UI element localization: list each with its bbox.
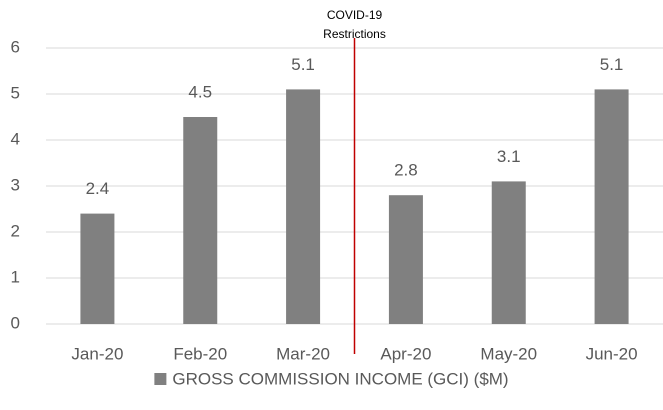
y-tick-label: 1 <box>11 267 20 286</box>
bar <box>491 181 526 324</box>
data-label: 5.1 <box>291 55 315 74</box>
legend-swatch <box>154 373 167 385</box>
bar <box>80 213 115 324</box>
y-tick-label: 3 <box>11 175 20 194</box>
y-tick-label: 4 <box>11 129 20 148</box>
bar <box>594 89 629 325</box>
y-tick-label: 5 <box>11 83 20 102</box>
data-label: 2.4 <box>86 179 110 198</box>
x-tick-label: Jan-20 <box>71 344 123 363</box>
x-tick-label: May-20 <box>480 344 537 363</box>
data-label: 4.5 <box>188 82 212 101</box>
bar <box>388 195 423 324</box>
bar <box>183 117 218 324</box>
x-tick-label: Mar-20 <box>276 344 330 363</box>
data-label: 2.8 <box>394 161 418 180</box>
x-tick-label: Jun-20 <box>586 344 638 363</box>
x-tick-label: Feb-20 <box>173 344 227 363</box>
x-tick-label: Apr-20 <box>380 344 431 363</box>
y-tick-label: 2 <box>11 221 20 240</box>
legend-label: GROSS COMMISSION INCOME (GCI) ($M) <box>172 369 508 388</box>
annotation-text: COVID-19 <box>327 8 383 22</box>
bar <box>286 89 321 325</box>
y-tick-label: 6 <box>11 37 20 56</box>
y-tick-label: 0 <box>11 313 20 332</box>
data-label: 3.1 <box>497 147 521 166</box>
data-label: 5.1 <box>600 55 624 74</box>
annotation-text: Restrictions <box>323 27 386 41</box>
